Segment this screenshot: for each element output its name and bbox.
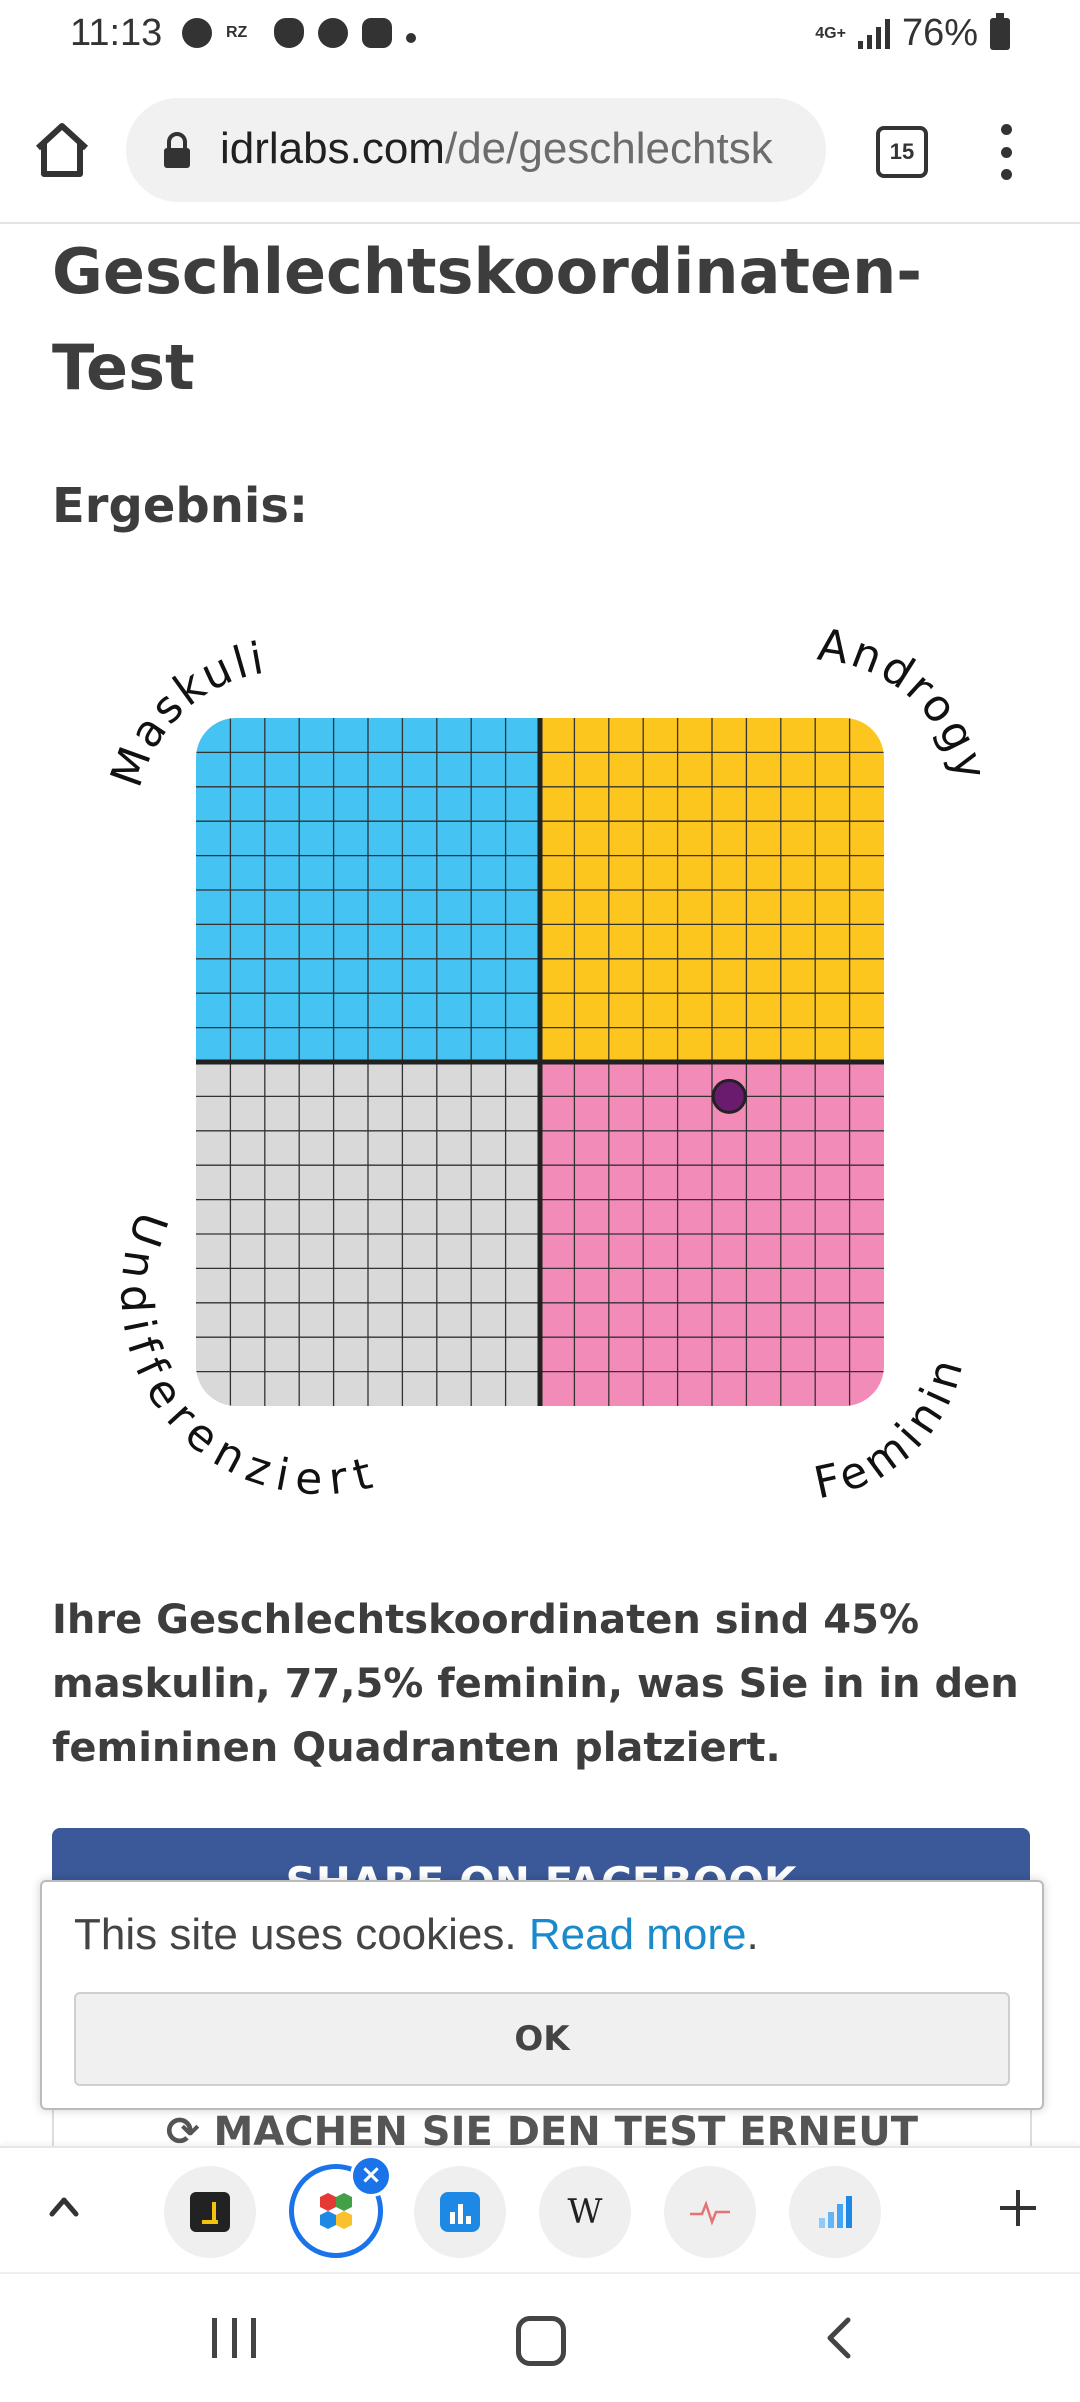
add-tab-icon[interactable]: [996, 2186, 1040, 2230]
tab-strip: × W: [0, 2146, 1080, 2272]
tab-dark-icon[interactable]: [164, 2166, 256, 2258]
cookie-text: This site uses cookies. Read more.: [74, 1910, 759, 1960]
tab-bars-icon[interactable]: [789, 2166, 881, 2258]
battery-percent: 76%: [901, 12, 978, 54]
recent-apps-icon[interactable]: [212, 2318, 256, 2358]
battery-icon: [990, 12, 1010, 50]
circle-face-icon: [182, 18, 212, 48]
chart-svg: Maskulin Androgyn Undifferenziert Femini…: [85, 570, 995, 1509]
chart-points: [711, 1078, 747, 1114]
cookie-banner: This site uses cookies. Read more. OK: [40, 1880, 1044, 2110]
chevron-up-icon[interactable]: [44, 2186, 84, 2226]
back-icon[interactable]: [818, 2314, 862, 2362]
result-label: Ergebnis:: [52, 478, 309, 534]
system-nav-bar: [0, 2272, 1080, 2402]
flower-icon: [362, 18, 392, 48]
home-icon[interactable]: [30, 118, 94, 182]
result-point: [711, 1078, 747, 1114]
url-path: /de/geschlechtsk: [444, 124, 773, 173]
dot-icon: [406, 33, 416, 43]
url-bar[interactable]: idrlabs.com/de/geschlechtsk: [126, 98, 826, 202]
gender-coordinates-chart: Maskulin Androgyn Undifferenziert Femini…: [85, 570, 995, 1510]
lock-icon: [164, 132, 190, 168]
hand-icon: [274, 18, 304, 48]
url-text[interactable]: idrlabs.com/de/geschlechtsk: [220, 124, 773, 174]
menu-icon[interactable]: [996, 124, 1016, 180]
tab-switcher-button[interactable]: 15: [876, 126, 928, 178]
page-title: Geschlechtskoordinaten-Test: [52, 235, 922, 404]
url-domain: idrlabs.com: [220, 124, 445, 173]
close-tab-icon[interactable]: ×: [350, 2155, 392, 2197]
tab-chart-icon[interactable]: [414, 2166, 506, 2258]
network-type: 4G+: [815, 24, 846, 42]
chrome-icon: [318, 18, 348, 48]
tab-wikipedia-icon[interactable]: W: [539, 2166, 631, 2258]
nav-home-icon[interactable]: [516, 2316, 566, 2366]
cookie-ok-button[interactable]: OK: [74, 1992, 1010, 2086]
cookie-message: This site uses cookies.: [74, 1910, 529, 1959]
notification-icons: RZ: [182, 18, 416, 48]
tab-active-apps-icon[interactable]: ×: [289, 2155, 392, 2258]
system-icons: 4G+ 76%: [815, 12, 1010, 55]
cookie-period: .: [746, 1910, 759, 1959]
read-more-link[interactable]: Read more: [528, 1910, 747, 1959]
browser-toolbar: idrlabs.com/de/geschlechtsk 15: [0, 78, 1080, 224]
wikipedia-letter: W: [567, 2192, 603, 2232]
signal-icon: [857, 18, 890, 49]
status-bar: 11:13 RZ 4G+ 76%: [0, 0, 1080, 78]
chart-plot-area: [196, 718, 884, 1406]
rz-icon: RZ: [226, 24, 248, 41]
status-time: 11:13: [70, 12, 163, 54]
tab-pulse-icon[interactable]: [664, 2166, 756, 2258]
result-text: Ihre Geschlechtskoordinaten sind 45% mas…: [52, 1597, 1019, 1771]
